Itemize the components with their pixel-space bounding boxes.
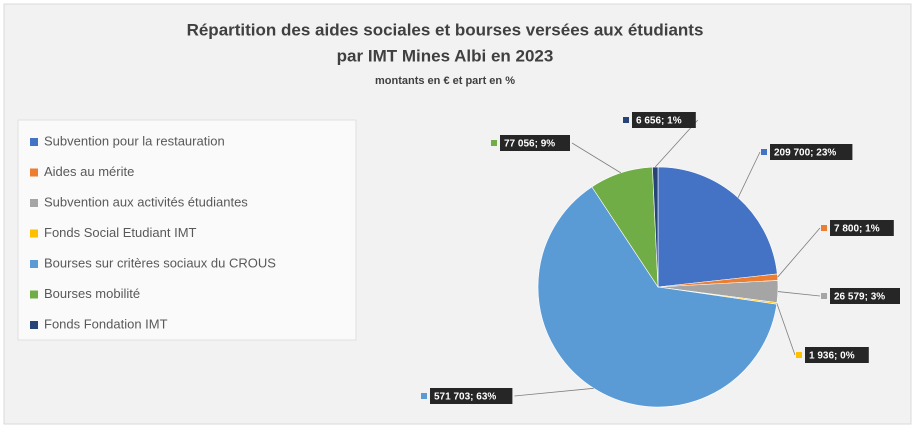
legend-label: Subvention aux activités étudiantes bbox=[44, 194, 248, 209]
chart-title-line2: par IMT Mines Albi en 2023 bbox=[337, 46, 554, 65]
data-label: 77 056; 9% bbox=[504, 139, 555, 150]
pie-slice bbox=[537, 186, 778, 408]
data-label: 571 703; 63% bbox=[434, 392, 496, 403]
data-label-swatch bbox=[796, 352, 802, 358]
legend-swatch bbox=[30, 199, 38, 207]
legend-label: Bourses mobilité bbox=[44, 286, 140, 301]
legend-swatch bbox=[30, 229, 38, 238]
leader-line bbox=[737, 151, 761, 198]
legend-label: Aides au mérite bbox=[44, 164, 134, 179]
data-label: 6 656; 1% bbox=[636, 116, 682, 127]
leader-line bbox=[514, 387, 594, 397]
chart-title: Répartition des aides sociales et bourse… bbox=[187, 20, 704, 39]
legend-box bbox=[17, 119, 357, 341]
legend-label: Fonds Fondation IMT bbox=[44, 316, 168, 331]
data-label-box bbox=[500, 135, 570, 151]
data-label-box bbox=[830, 288, 900, 304]
data-label-swatch bbox=[421, 393, 427, 399]
data-label-box bbox=[430, 388, 513, 404]
leader-line bbox=[777, 227, 821, 278]
legend-swatch bbox=[30, 168, 38, 177]
legend-swatch bbox=[30, 260, 38, 268]
legend-swatch bbox=[30, 290, 38, 299]
data-label-box bbox=[805, 347, 869, 363]
data-label-box bbox=[770, 144, 853, 160]
data-label: 1 936; 0% bbox=[809, 351, 855, 362]
leader-line bbox=[571, 142, 622, 174]
chart-subtitle: montants en € et part en % bbox=[375, 75, 515, 87]
legend-swatch bbox=[30, 138, 38, 146]
leader-line bbox=[776, 303, 796, 356]
data-label-box bbox=[632, 112, 696, 128]
legend-label: Subvention pour la restauration bbox=[44, 133, 225, 148]
data-label-swatch bbox=[491, 140, 497, 146]
pie-slice bbox=[657, 166, 778, 288]
data-label: 7 800; 1% bbox=[834, 224, 880, 235]
data-label-swatch bbox=[821, 293, 827, 299]
legend-label: Bourses sur critères sociaux du CROUS bbox=[44, 255, 276, 270]
data-label-box bbox=[830, 220, 894, 236]
data-label-swatch bbox=[821, 225, 827, 231]
data-label-swatch bbox=[623, 117, 629, 123]
legend-swatch bbox=[30, 321, 38, 329]
legend-label: Fonds Social Etudiant IMT bbox=[44, 225, 197, 240]
data-label-swatch bbox=[761, 149, 767, 155]
data-label: 209 700; 23% bbox=[774, 148, 836, 159]
data-label: 26 579; 3% bbox=[834, 292, 885, 303]
leader-line bbox=[777, 291, 821, 297]
